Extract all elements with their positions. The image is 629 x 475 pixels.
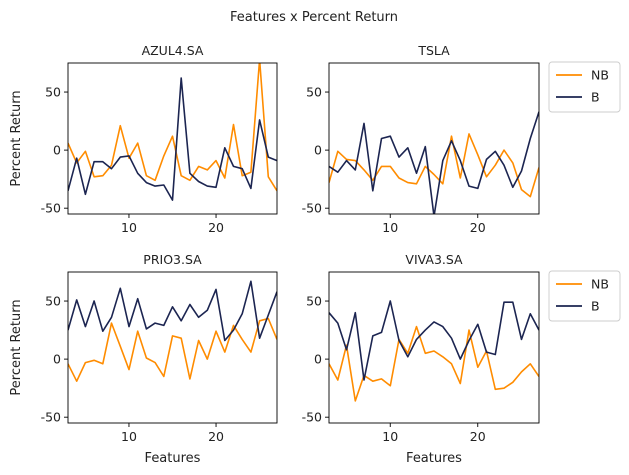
x-axis-label: Features bbox=[145, 451, 201, 466]
axes-frame bbox=[67, 62, 278, 215]
series-line-b bbox=[68, 280, 277, 342]
y-tick-label: 0 bbox=[314, 352, 322, 367]
legend-label-nb: NB bbox=[591, 277, 609, 292]
y-tick-label: -50 bbox=[302, 201, 322, 216]
subplot-2: TSLA 10 20 -50 0 50 NB B bbox=[302, 43, 621, 235]
subplot-4: VIVA3.SA 10 20 -50 0 50 Features NB B bbox=[302, 252, 621, 466]
x-tick-label: 20 bbox=[208, 220, 224, 235]
legend-label-nb: NB bbox=[591, 68, 609, 83]
legend-box bbox=[548, 61, 621, 113]
axes-frame bbox=[328, 271, 540, 424]
legend-label-b: B bbox=[591, 299, 600, 314]
series-line-b bbox=[329, 300, 539, 381]
subplot-title: TSLA bbox=[417, 43, 450, 58]
x-tick-label: 10 bbox=[382, 220, 398, 235]
series-line-nb bbox=[68, 317, 277, 383]
x-tick-label: 10 bbox=[382, 429, 398, 444]
y-tick-label: -50 bbox=[41, 410, 61, 425]
legend: NB B bbox=[548, 61, 621, 113]
y-tick-label: 0 bbox=[314, 143, 322, 158]
y-axis-label: Percent Return bbox=[9, 299, 24, 395]
series-line-nb bbox=[68, 63, 277, 192]
x-tick-label: 20 bbox=[470, 429, 486, 444]
x-tick-label: 10 bbox=[121, 429, 137, 444]
figure-title: Features x Percent Return bbox=[230, 10, 398, 25]
y-tick-label: 50 bbox=[45, 294, 61, 309]
y-tick-label: 50 bbox=[45, 85, 61, 100]
y-tick-label: -50 bbox=[41, 201, 61, 216]
x-tick-label: 10 bbox=[121, 220, 137, 235]
legend-box bbox=[548, 270, 621, 322]
y-tick-label: 0 bbox=[53, 352, 61, 367]
legend: NB B bbox=[548, 270, 621, 322]
subplot-3: PRIO3.SA 10 20 -50 0 50 Percent Return Features bbox=[9, 252, 278, 466]
x-tick-label: 20 bbox=[208, 429, 224, 444]
x-axis-label: Features bbox=[406, 451, 462, 466]
subplot-title: VIVA3.SA bbox=[405, 252, 463, 267]
subplot-1: AZUL4.SA 10 20 -50 0 50 Percent Return bbox=[9, 43, 278, 235]
axes-frame bbox=[328, 62, 540, 215]
y-tick-label: 50 bbox=[306, 85, 322, 100]
series-line-nb bbox=[329, 325, 539, 402]
y-axis-label: Percent Return bbox=[9, 90, 24, 186]
series-line-nb bbox=[329, 133, 539, 198]
x-tick-label: 20 bbox=[470, 220, 486, 235]
y-tick-label: 0 bbox=[53, 143, 61, 158]
axes-frame bbox=[67, 271, 278, 424]
legend-label-b: B bbox=[591, 90, 600, 105]
y-tick-label: -50 bbox=[302, 410, 322, 425]
y-tick-label: 50 bbox=[306, 294, 322, 309]
series-line-b bbox=[329, 111, 539, 214]
subplot-title: PRIO3.SA bbox=[143, 252, 202, 267]
subplots: AZUL4.SA 10 20 -50 0 50 Percent Return TSLA 10 20… bbox=[9, 43, 621, 466]
series-line-b bbox=[68, 77, 277, 201]
subplot-title: AZUL4.SA bbox=[142, 43, 204, 58]
